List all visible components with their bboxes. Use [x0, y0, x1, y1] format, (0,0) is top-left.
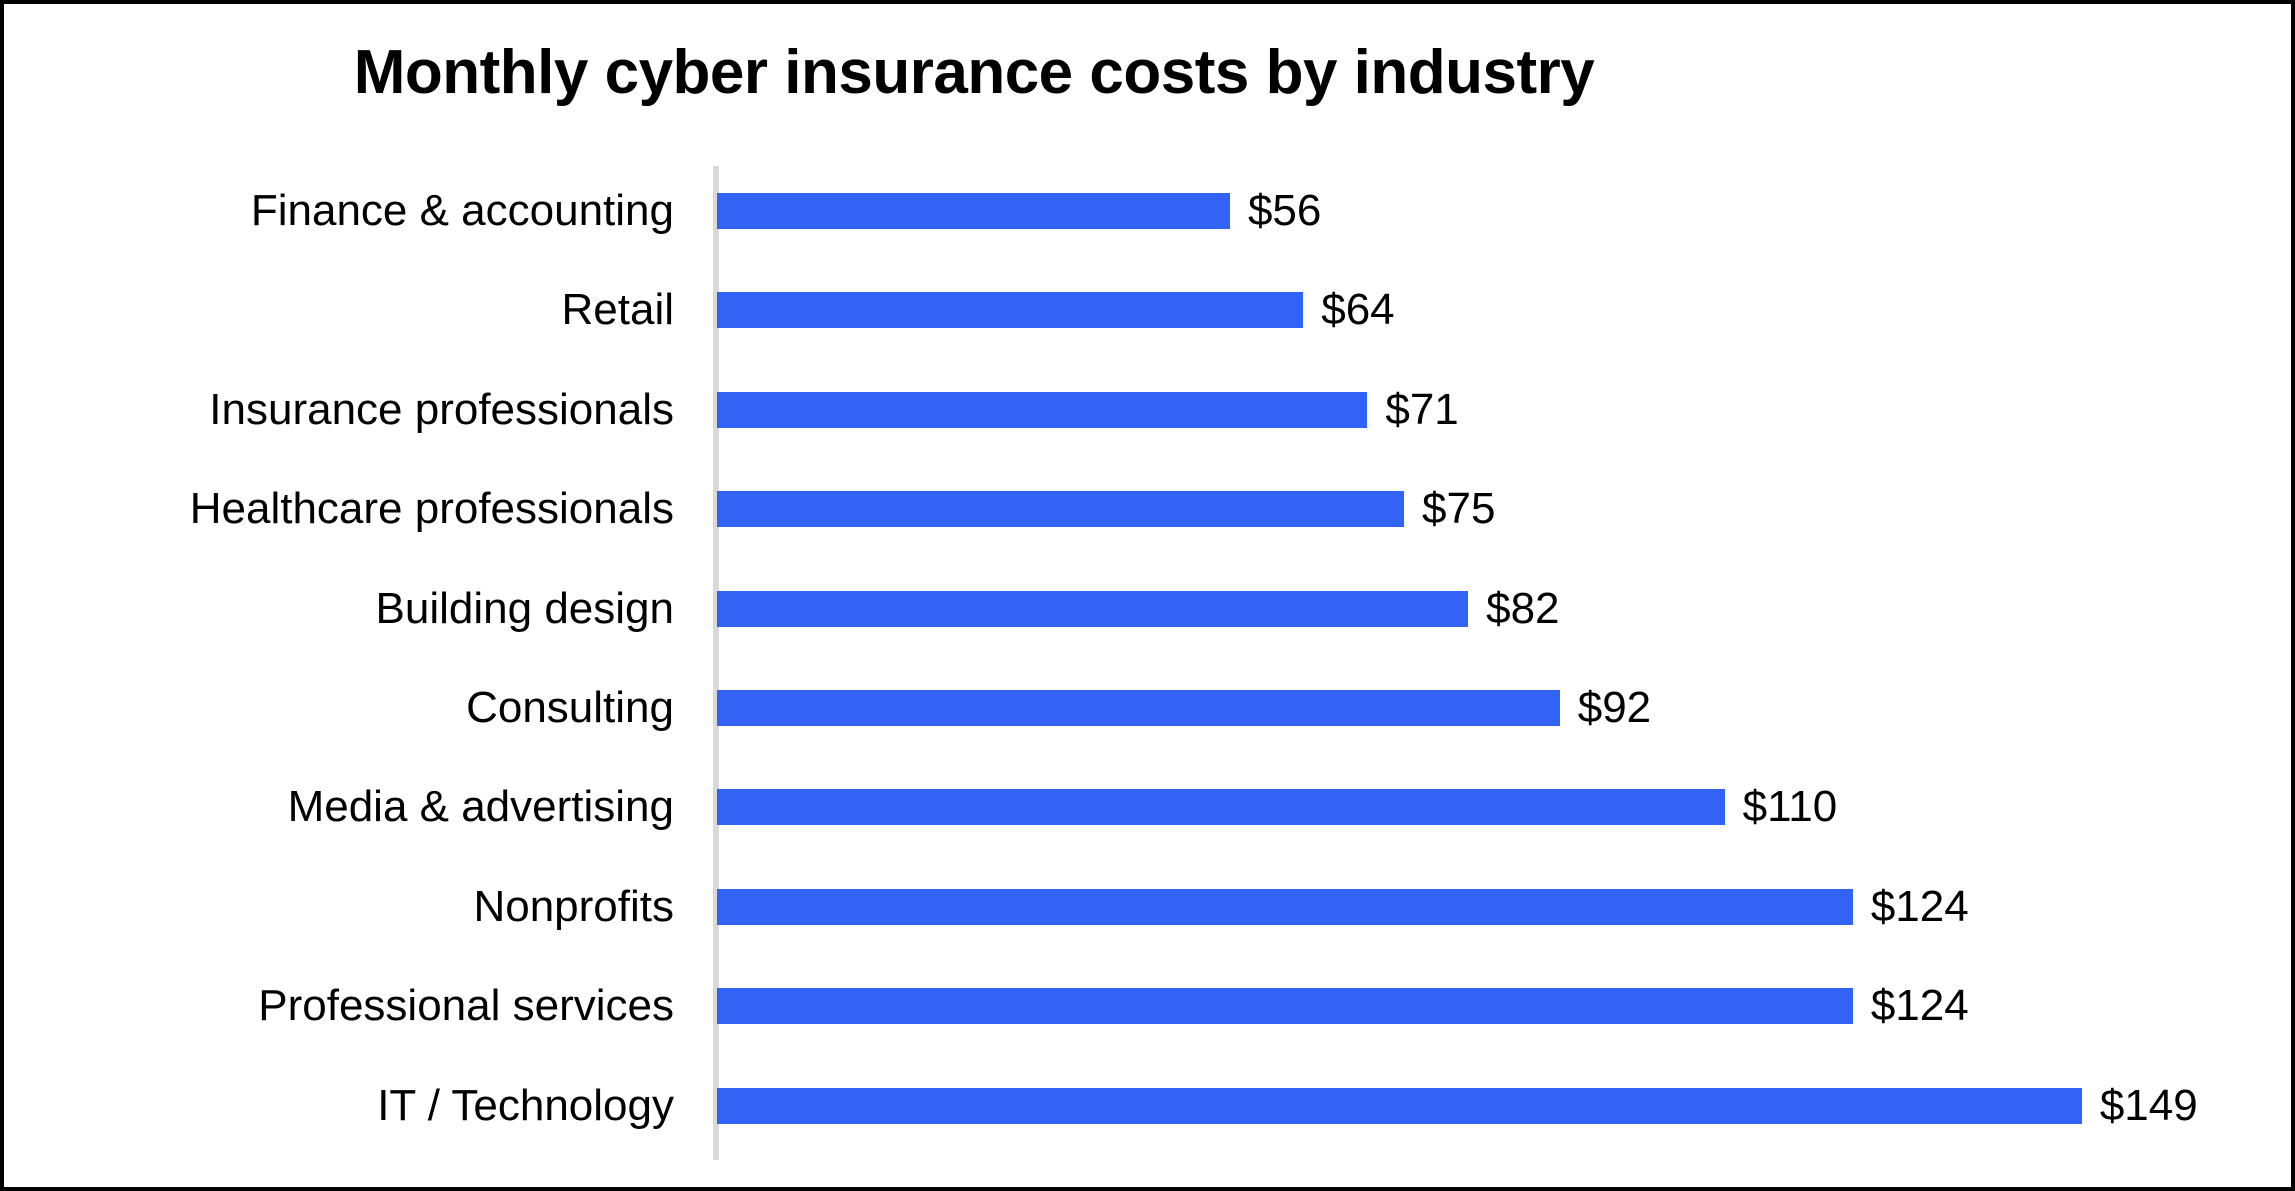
category-label: Media & advertising — [287, 782, 674, 832]
bar-row: Insurance professionals $71 — [4, 361, 2291, 459]
category-label: Professional services — [258, 981, 674, 1031]
bar-row: Finance & accounting $56 — [4, 162, 2291, 260]
chart-title: Monthly cyber insurance costs by industr… — [353, 38, 1595, 107]
bar — [717, 193, 1230, 229]
bar-value-label: $124 — [1870, 881, 1969, 931]
bar-row: Nonprofits $124 — [4, 858, 2291, 956]
bar-value-label: $149 — [2099, 1080, 2198, 1130]
bar-value-label: $75 — [1422, 484, 1496, 534]
bar — [717, 988, 1853, 1025]
bar — [717, 292, 1304, 329]
bar-value-label: $110 — [1742, 782, 1838, 832]
bar-value-label: $56 — [1247, 186, 1322, 235]
bar — [717, 888, 1853, 925]
category-label: Retail — [561, 285, 675, 335]
bar-value-label: $82 — [1486, 583, 1560, 633]
bar-row: Building design $82 — [4, 560, 2291, 658]
category-label: Nonprofits — [473, 881, 674, 931]
bar-value-label: $71 — [1385, 384, 1459, 434]
bar-row: IT / Technology $149 — [4, 1057, 2291, 1155]
bar-row: Professional services $124 — [4, 957, 2291, 1055]
category-label: IT / Technology — [377, 1080, 674, 1130]
category-axis-line — [713, 166, 719, 1160]
category-label: Consulting — [466, 683, 674, 732]
bar — [717, 491, 1404, 528]
bar-row: Media & advertising $110 — [4, 758, 2291, 856]
bar-value-label: $92 — [1577, 683, 1652, 732]
bar-row: Retail $64 — [4, 261, 2291, 359]
bar — [717, 690, 1560, 726]
bar-value-label: $64 — [1321, 285, 1395, 335]
bar-value-label: $124 — [1870, 981, 1969, 1031]
category-label: Finance & accounting — [250, 186, 674, 235]
bar — [717, 590, 1469, 627]
bar — [717, 789, 1725, 826]
category-label: Healthcare professionals — [189, 484, 674, 534]
category-label: Building design — [375, 583, 674, 633]
bar-row: Healthcare professionals $75 — [4, 460, 2291, 558]
plot-area: Finance & accounting $56 Retail $64 Insuranc… — [4, 4, 2291, 1187]
category-label: Insurance professionals — [209, 384, 674, 434]
bar — [717, 391, 1368, 428]
bar — [717, 1087, 2082, 1124]
bar-row: Consulting $92 — [4, 659, 2291, 757]
